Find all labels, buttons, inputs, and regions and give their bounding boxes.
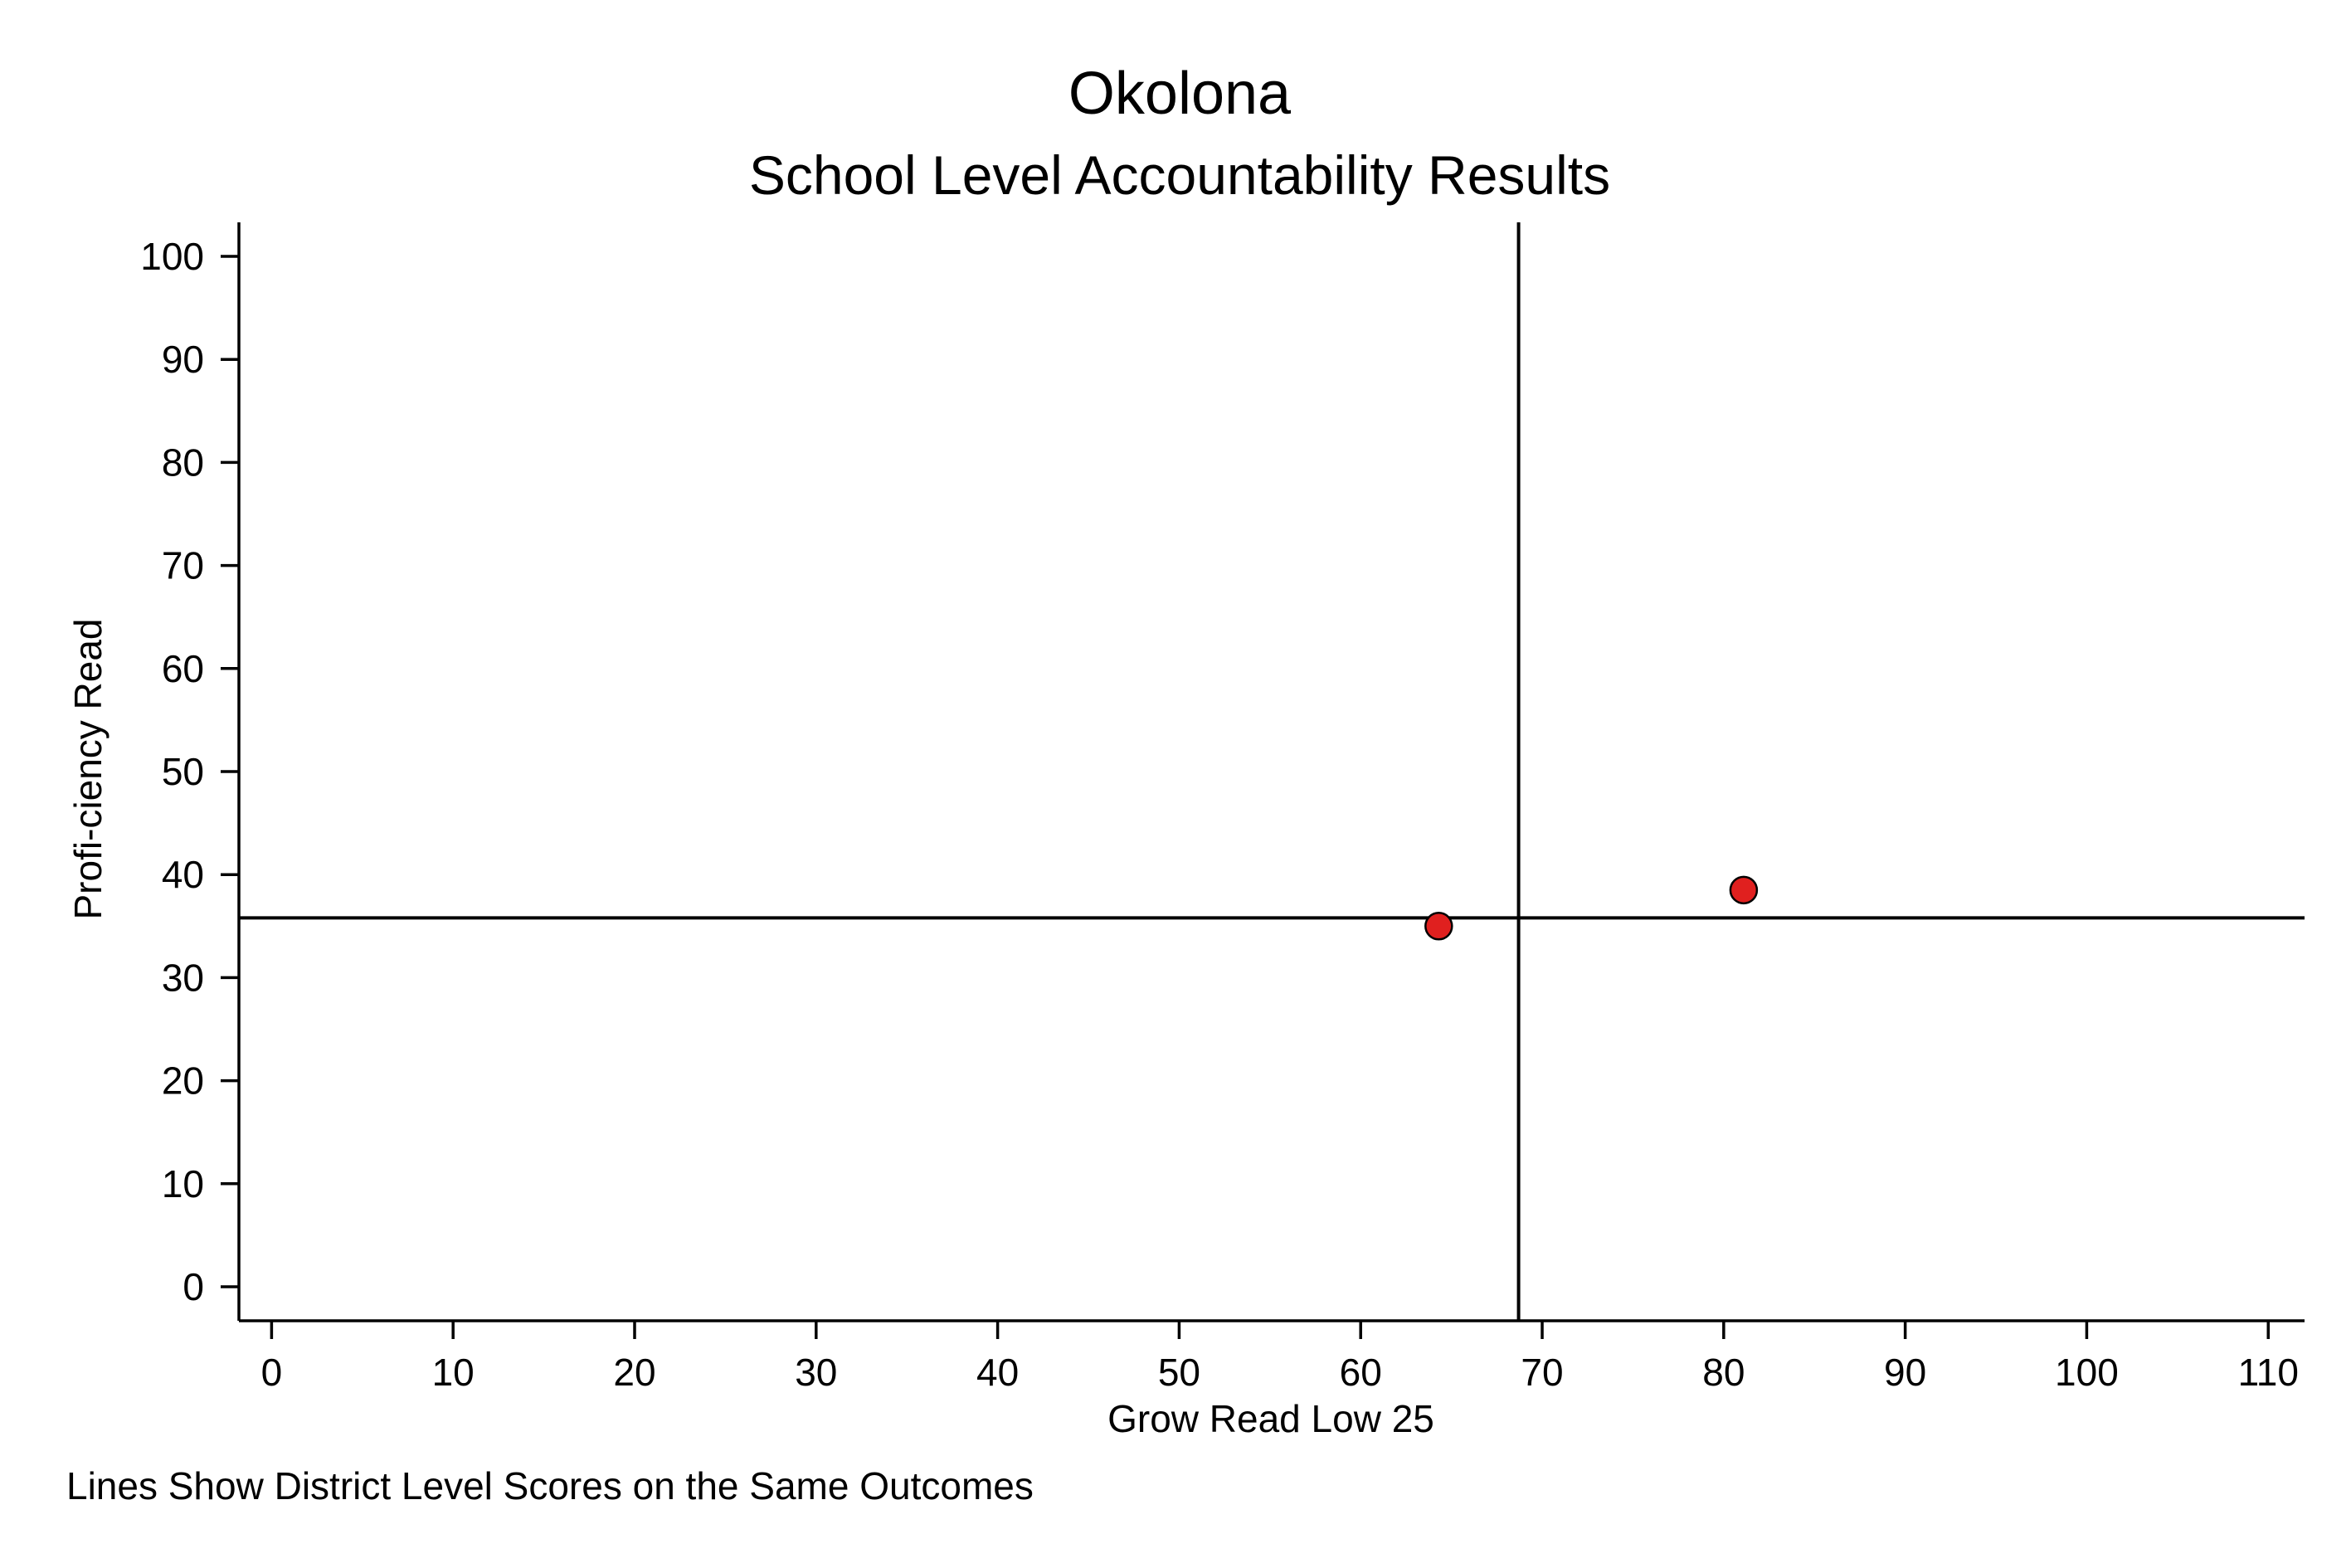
chart-subtitle: School Level Accountability Results (749, 144, 1610, 206)
y-tick-label: 80 (162, 441, 204, 484)
x-axis-label: Grow Read Low 25 (1107, 1397, 1434, 1440)
plot-area: 0 10 20 30 40 50 60 70 80 90 100 0 10 20 30 40 50 60 70 80… (140, 222, 2305, 1394)
y-tick-label: 30 (162, 956, 204, 999)
x-tick-label: 20 (613, 1351, 655, 1394)
x-tick-label: 50 (1158, 1351, 1200, 1394)
x-tick-label: 110 (2238, 1351, 2299, 1394)
y-axis-label: Profi-ciency Read (66, 618, 110, 919)
x-tick-label: 40 (976, 1351, 1019, 1394)
y-tick-label: 0 (183, 1265, 204, 1308)
chart-title: Okolona (1068, 61, 1292, 127)
y-tick-label: 70 (162, 544, 204, 587)
x-tick-label: 100 (2055, 1351, 2119, 1394)
y-tick-label: 90 (162, 338, 204, 381)
x-tick-label: 60 (1340, 1351, 1382, 1394)
y-axis-ticks: 0 10 20 30 40 50 60 70 80 90 100 (140, 235, 239, 1308)
data-point (1729, 875, 1759, 905)
x-tick-label: 70 (1521, 1351, 1563, 1394)
x-tick-label: 90 (1884, 1351, 1926, 1394)
chart-note: Lines Show District Level Scores on the … (66, 1464, 1034, 1507)
y-tick-label: 100 (140, 235, 204, 278)
x-tick-label: 30 (795, 1351, 837, 1394)
x-tick-label: 80 (1702, 1351, 1745, 1394)
x-tick-label: 0 (261, 1351, 283, 1394)
y-tick-label: 20 (162, 1059, 204, 1103)
y-tick-label: 40 (162, 853, 204, 896)
data-point (1424, 912, 1453, 941)
data-points (1424, 875, 1759, 941)
y-tick-label: 10 (162, 1162, 204, 1205)
y-tick-label: 60 (162, 647, 204, 690)
x-tick-label: 10 (432, 1351, 475, 1394)
y-tick-label: 50 (162, 750, 204, 793)
x-axis-ticks: 0 10 20 30 40 50 60 70 80 90 100 110 (261, 1321, 2299, 1394)
